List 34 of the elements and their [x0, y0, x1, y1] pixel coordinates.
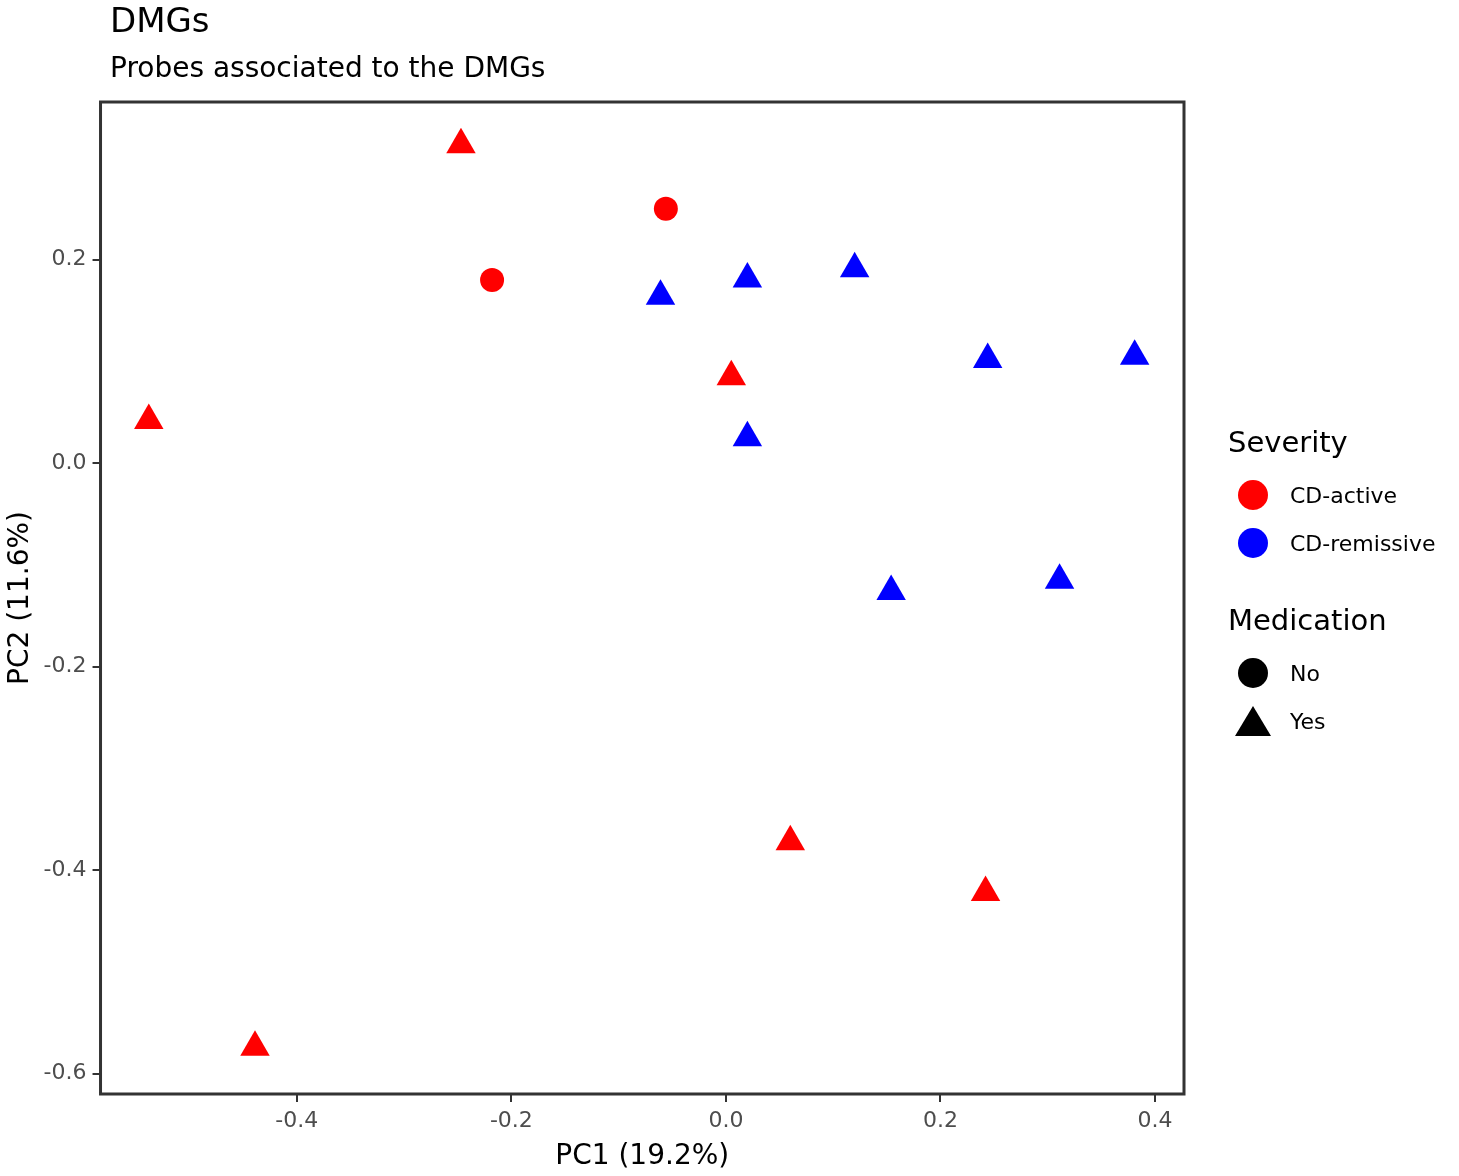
point: [134, 403, 164, 429]
legend-label: CD-remissive: [1290, 530, 1436, 556]
chart-title: DMGs: [110, 0, 210, 40]
text: Yes: [1290, 708, 1326, 734]
point: [839, 251, 870, 278]
point: [645, 279, 676, 305]
point: [970, 875, 1001, 902]
text: Medication: [1228, 603, 1388, 637]
point: [775, 824, 806, 851]
y-tick-label: -0.6: [43, 1059, 87, 1085]
point: [972, 342, 1003, 368]
point: [876, 574, 906, 600]
x-tick-label: -0.4: [275, 1106, 319, 1132]
legend-label: CD-active: [1290, 482, 1398, 508]
point: [732, 262, 763, 288]
x-tick-label: 0.0: [708, 1106, 744, 1132]
point: [240, 1030, 270, 1056]
y-axis-title: PC2 (11.6%): [2, 511, 36, 685]
point: [732, 420, 763, 447]
y-tick-label: 0.0: [51, 448, 87, 474]
point: [1119, 339, 1150, 365]
y-tick-label: 0.2: [51, 245, 87, 271]
chart-subtitle: Probes associated to the DMGs: [110, 50, 546, 86]
point: [1044, 563, 1075, 589]
text: No: [1290, 660, 1320, 686]
y-tick-label: -0.2: [43, 652, 87, 678]
point: [716, 359, 747, 386]
x-tick-label: -0.2: [489, 1106, 533, 1132]
x-tick-label: 0.2: [922, 1106, 958, 1132]
point: [446, 127, 476, 154]
x-axis-title: PC1 (19.2%): [555, 1138, 730, 1172]
legend-title: Severity: [1228, 425, 1349, 459]
y-tick-label: -0.4: [43, 855, 87, 881]
x-tick-label: 0.4: [1137, 1106, 1173, 1132]
